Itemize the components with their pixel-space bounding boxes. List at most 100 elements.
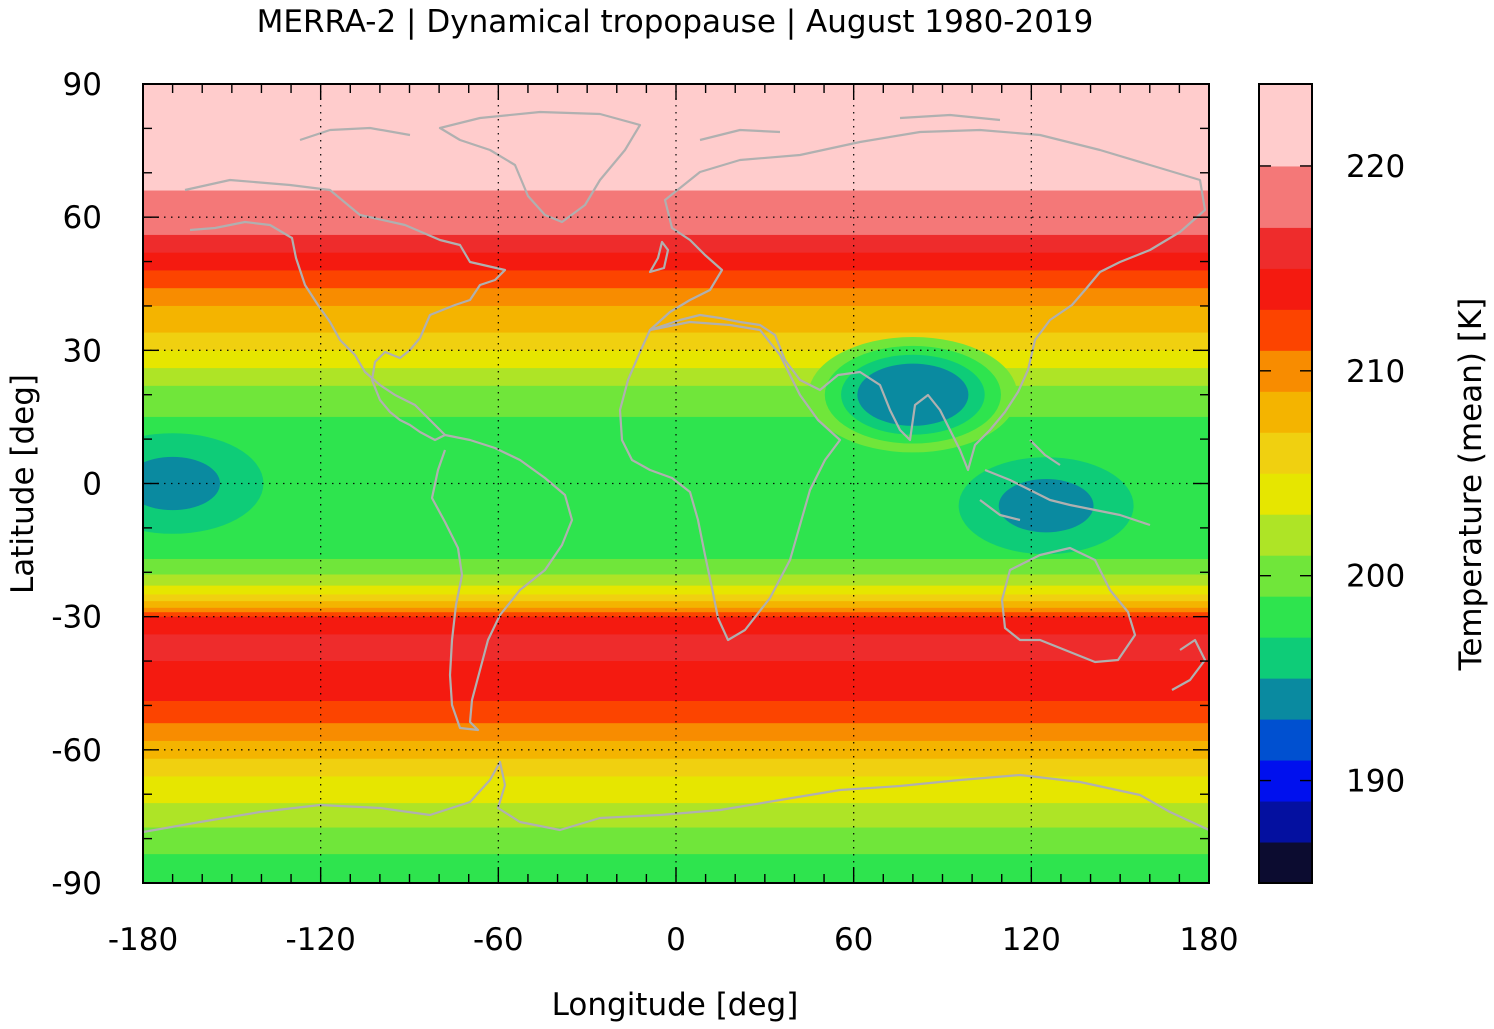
- temperature-band: [143, 108, 1209, 112]
- temperature-band: [143, 126, 1209, 129]
- grid-lines: [143, 84, 1209, 883]
- temperature-band: [143, 310, 1209, 314]
- temperature-band: [143, 592, 1209, 596]
- temperature-band: [143, 317, 1209, 320]
- temperature-band: [143, 772, 1209, 775]
- temperature-band: [143, 99, 1209, 103]
- temperature-band: [143, 365, 1209, 369]
- temperature-band: [143, 669, 1209, 673]
- temperature-band: [143, 634, 1209, 638]
- temperature-band: [143, 725, 1209, 729]
- temperature-band: [143, 226, 1209, 229]
- temperature-band: [143, 687, 1209, 691]
- temperature-band: [143, 661, 1209, 664]
- temperature-band: [143, 183, 1209, 187]
- temperature-band: [143, 676, 1209, 680]
- temperature-band: [143, 261, 1209, 265]
- colorbar-swatch: [1259, 473, 1312, 515]
- coastline-new-zealand: [1171, 638, 1207, 691]
- temperature-band: [143, 403, 1209, 407]
- temperature-band: [143, 283, 1209, 287]
- temperature-band: [143, 743, 1209, 746]
- temperature-band: [143, 796, 1209, 800]
- temperature-band: [143, 416, 1209, 420]
- temperature-band: [143, 396, 1209, 400]
- temperature-band: [143, 798, 1209, 802]
- temperature-band: [143, 490, 1209, 493]
- temperature-band: [143, 219, 1209, 223]
- temperature-band: [143, 161, 1209, 165]
- temperature-band: [143, 434, 1209, 438]
- temperature-band: [143, 394, 1209, 398]
- temperature-band: [143, 325, 1209, 329]
- temperature-band: [143, 385, 1209, 389]
- temperature-band: [143, 217, 1209, 220]
- temperature-band: [143, 585, 1209, 589]
- temperature-band: [143, 512, 1209, 516]
- temperature-band: [143, 865, 1209, 869]
- temperature-band: [143, 665, 1209, 669]
- temperature-band: [143, 610, 1209, 613]
- temperature-band: [143, 252, 1209, 256]
- temperature-band: [143, 550, 1209, 553]
- temperature-band: [143, 399, 1209, 402]
- temperature-band: [143, 481, 1209, 485]
- temperature-band: [143, 428, 1209, 431]
- colorbar-swatch: [1259, 514, 1312, 556]
- temperature-band: [143, 436, 1209, 440]
- temperature-band: [143, 452, 1209, 456]
- temperature-band: [143, 123, 1209, 127]
- temperature-band: [143, 463, 1209, 467]
- temperature-band: [143, 807, 1209, 811]
- y-tick-label: 60: [63, 200, 102, 236]
- temperature-band: [143, 157, 1209, 161]
- temperature-band: [143, 534, 1209, 538]
- x-tick-label: 60: [834, 922, 873, 958]
- temperature-band: [143, 714, 1209, 718]
- temperature-band: [143, 472, 1209, 476]
- temperature-band: [143, 625, 1209, 629]
- temperature-band: [143, 696, 1209, 700]
- feature-contour: [998, 479, 1094, 533]
- y-axis-label: Latitude [deg]: [5, 374, 41, 594]
- temperature-band: [143, 694, 1209, 698]
- temperature-band: [143, 155, 1209, 158]
- temperature-band: [143, 141, 1209, 145]
- colorbar-swatch: [1259, 432, 1312, 474]
- temperature-band: [143, 851, 1209, 855]
- colorbar-swatch: [1259, 309, 1312, 351]
- x-tick-label: -60: [473, 922, 524, 958]
- temperature-band: [143, 809, 1209, 813]
- temperature-band: [143, 612, 1209, 616]
- colorbar-swatch: [1259, 227, 1312, 269]
- temperature-band: [143, 527, 1209, 531]
- temperature-band: [143, 683, 1209, 687]
- y-tick-label: 0: [82, 467, 102, 503]
- temperature-band: [143, 723, 1209, 727]
- temperature-band: [143, 703, 1209, 707]
- plot-frame: [142, 83, 1210, 884]
- temperature-band: [143, 590, 1209, 593]
- temperature-band: [143, 246, 1209, 249]
- temperature-band: [143, 294, 1209, 298]
- colorbar-swatch: [1259, 719, 1312, 761]
- colorbar-tick-label: 220: [1346, 149, 1405, 185]
- temperature-band: [143, 137, 1209, 141]
- temperature-band: [143, 368, 1209, 371]
- temperature-band: [143, 456, 1209, 460]
- temperature-band: [143, 572, 1209, 576]
- temperature-band: [143, 241, 1209, 245]
- temperature-band: [143, 507, 1209, 511]
- temperature-band: [143, 800, 1209, 804]
- temperature-band: [143, 192, 1209, 196]
- temperature-band: [143, 337, 1209, 340]
- temperature-band: [143, 827, 1209, 831]
- temperature-band: [143, 179, 1209, 183]
- temperature-band: [143, 414, 1209, 418]
- y-tick-label: -30: [51, 600, 102, 636]
- temperature-band: [143, 514, 1209, 518]
- temperature-band: [143, 214, 1209, 218]
- temperature-band: [143, 299, 1209, 303]
- temperature-band: [143, 849, 1209, 853]
